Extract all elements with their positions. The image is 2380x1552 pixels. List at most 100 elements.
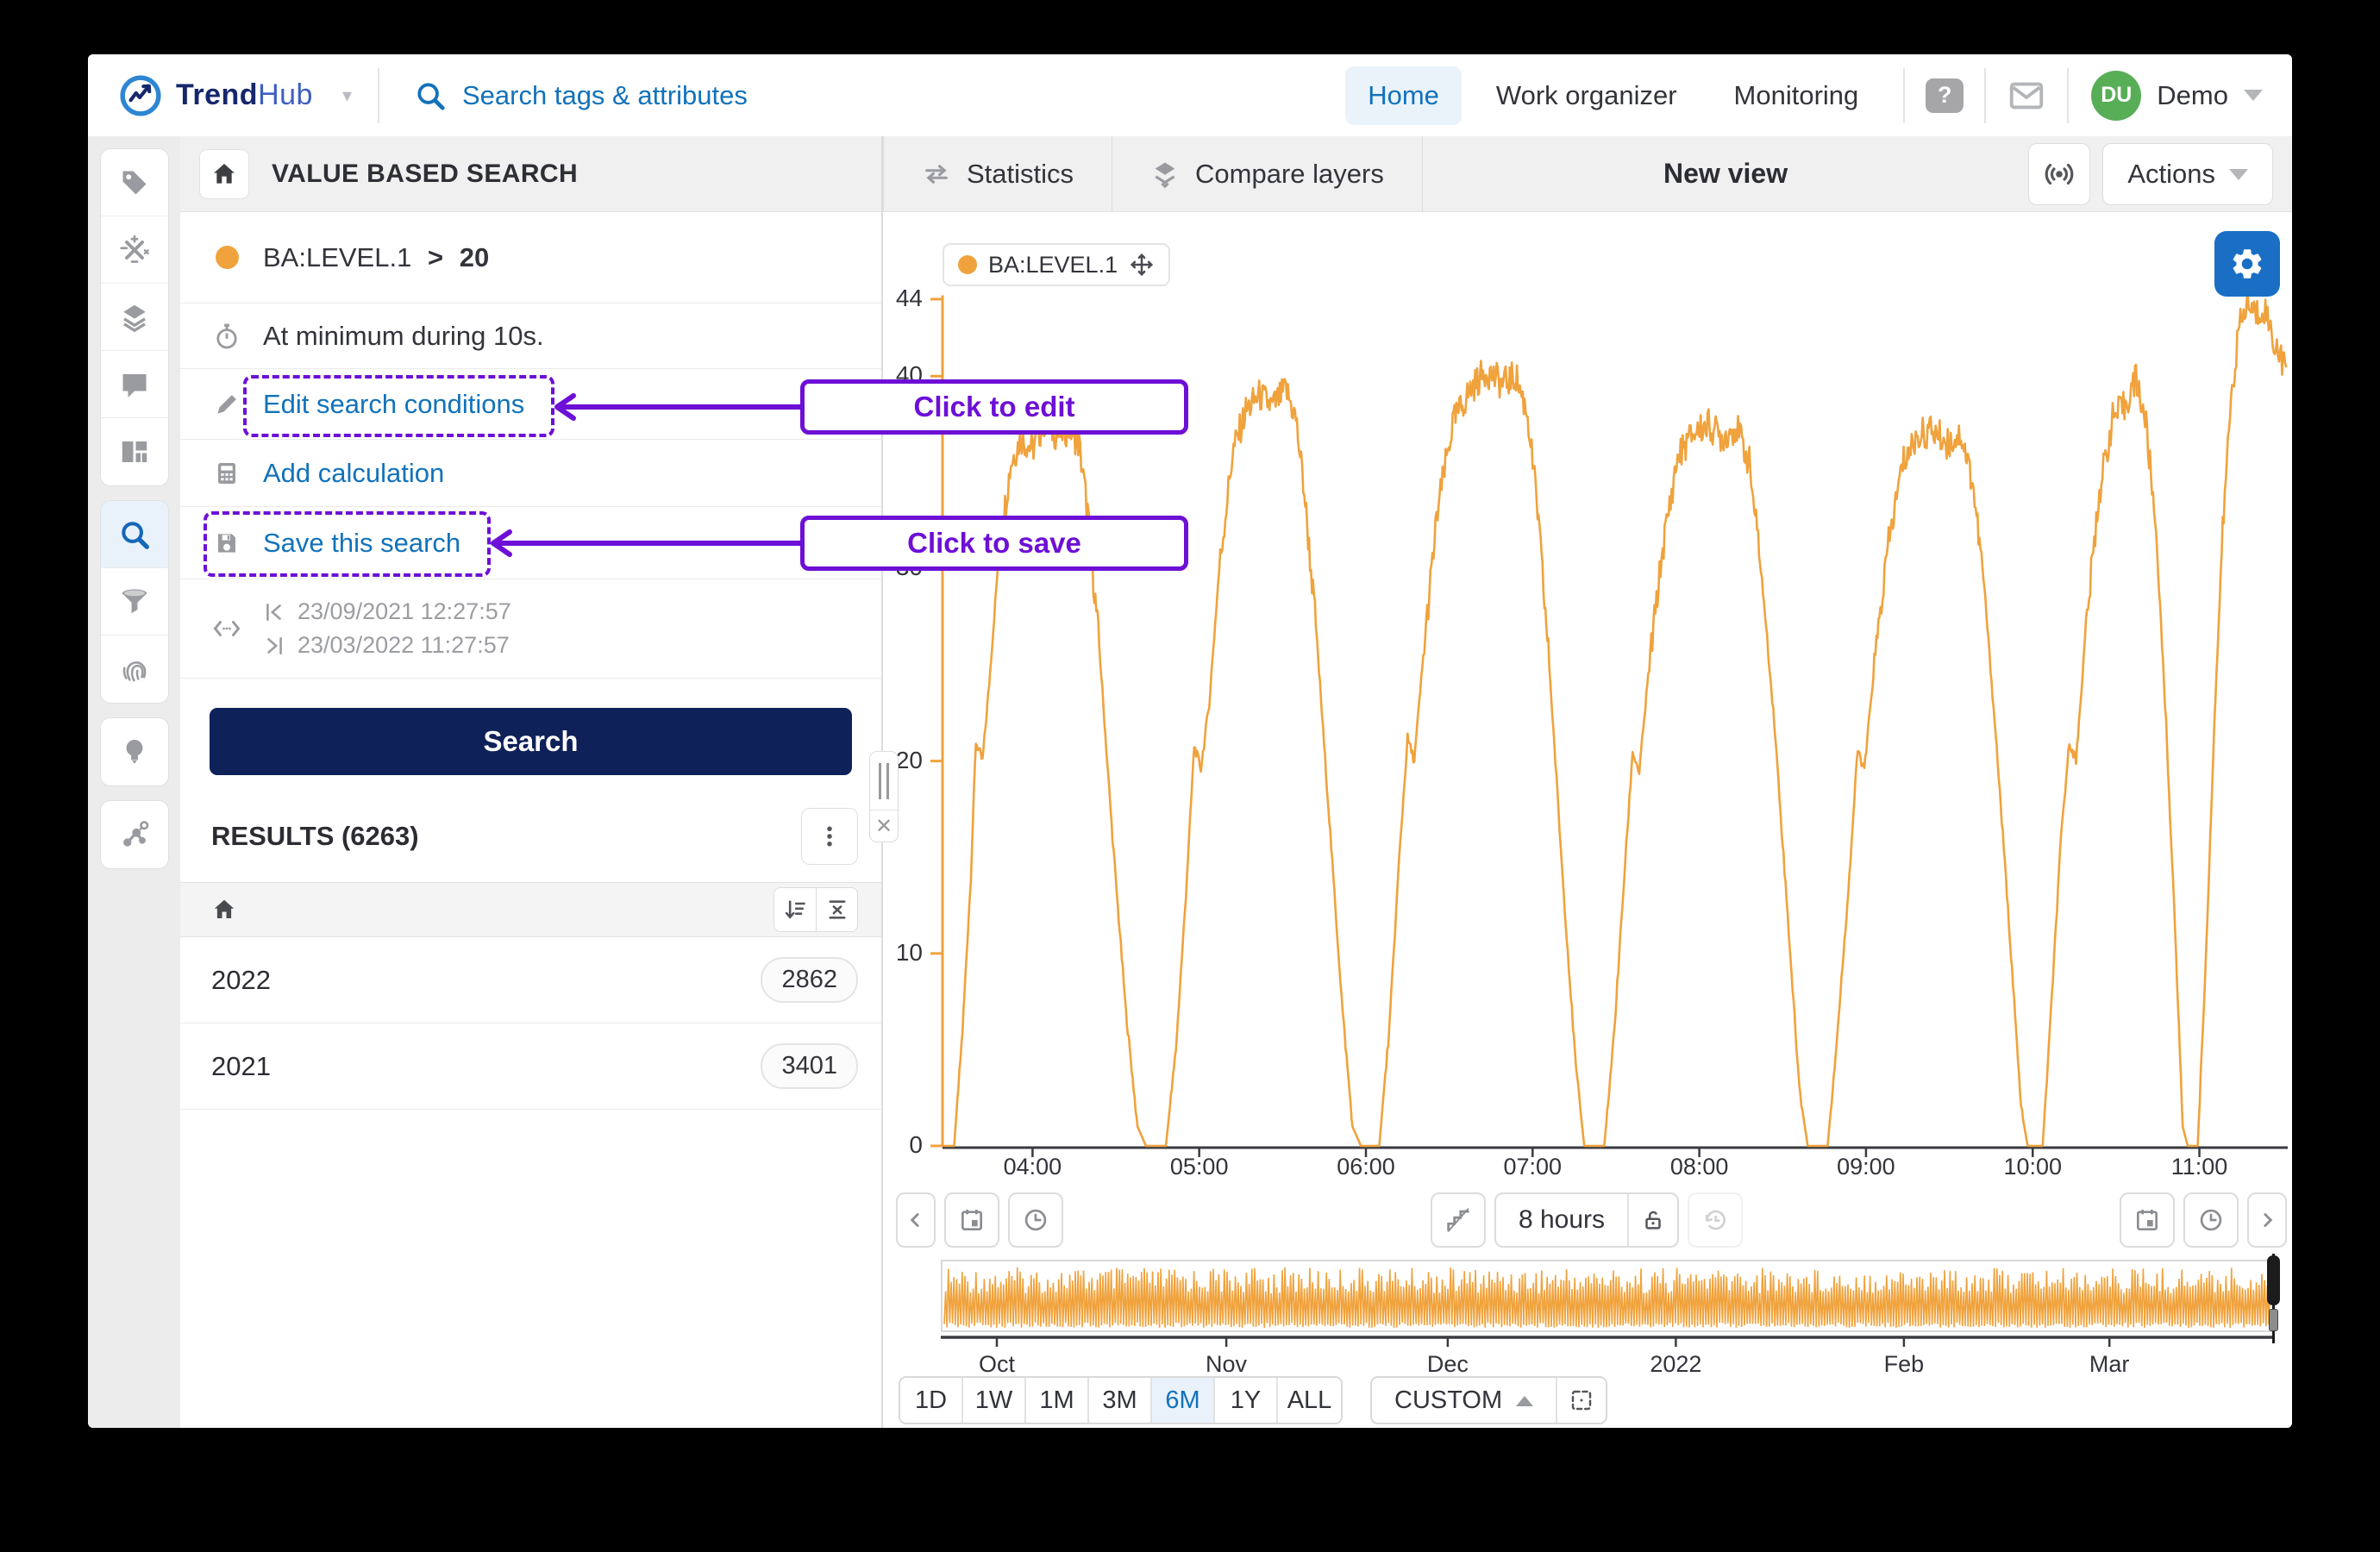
table-row[interactable]: 2021 3401 xyxy=(180,1023,881,1110)
zoom-preset-3m[interactable]: 3M xyxy=(1089,1378,1152,1423)
broadcast-button[interactable] xyxy=(2028,142,2091,205)
trend-chart[interactable] xyxy=(930,288,2289,1161)
divider xyxy=(378,67,379,123)
kebab-icon xyxy=(827,826,832,847)
nav-item-monitoring[interactable]: Monitoring xyxy=(1733,79,1859,110)
sidebar-item-comments[interactable] xyxy=(100,351,168,418)
comment-icon xyxy=(122,373,146,397)
sidebar-item-recommendations[interactable] xyxy=(101,718,168,785)
divider xyxy=(1903,67,1906,123)
sort-button[interactable] xyxy=(774,888,816,931)
pan-left-button[interactable] xyxy=(896,1192,936,1248)
y-axis-tick-label: 20 xyxy=(895,746,923,773)
nav-item-work-organizer[interactable]: Work organizer xyxy=(1495,79,1677,110)
lock-open-icon xyxy=(1645,1211,1661,1230)
custom-chevron-up-icon xyxy=(1516,1387,1534,1406)
tab-compare-layers[interactable]: Compare layers xyxy=(1112,136,1423,211)
sidebar-item-calculations[interactable] xyxy=(100,216,168,284)
table-home-icon[interactable] xyxy=(211,897,237,923)
nav-item-home[interactable]: Home xyxy=(1345,66,1462,125)
search-input[interactable] xyxy=(462,79,911,111)
zoom-bar: 1D 1W 1M 3M 6M 1Y ALL CUSTOM xyxy=(899,1376,1608,1424)
save-icon xyxy=(211,529,242,557)
edit-search-conditions-link[interactable]: Edit search conditions xyxy=(263,388,525,419)
sidebar-item-filters[interactable] xyxy=(100,568,168,635)
legend-chip[interactable]: BA:LEVEL.1 xyxy=(943,243,1171,286)
lock-duration-button[interactable] xyxy=(1627,1194,1677,1246)
zoom-preset-6m[interactable]: 6M xyxy=(1152,1378,1215,1423)
primary-nav: Home Work organizer Monitoring xyxy=(1345,66,1881,125)
end-calendar-button[interactable] xyxy=(2120,1192,2175,1248)
duration-label[interactable]: 8 hours xyxy=(1518,1205,1606,1234)
rail-group-search xyxy=(99,500,169,704)
results-menu-button[interactable] xyxy=(801,808,858,865)
tab-statistics[interactable]: Statistics xyxy=(883,136,1113,211)
x-axis-tick-label: 05:00 xyxy=(1169,1154,1229,1180)
panel-close-icon[interactable]: ✕ xyxy=(874,814,893,838)
time-range-row[interactable]: 23/09/2021 12:27:57 23/03/2022 11:27:57 xyxy=(180,579,881,679)
range-start-icon xyxy=(266,603,281,621)
brand-chevron-down-icon[interactable]: ▾ xyxy=(341,84,352,106)
help-button[interactable]: ? xyxy=(1926,78,1964,113)
table-sort-controls xyxy=(774,887,858,932)
search-button[interactable]: Search xyxy=(210,708,852,775)
sidebar-item-search[interactable] xyxy=(100,501,168,568)
trend-steps-button[interactable] xyxy=(1430,1192,1486,1248)
user-menu[interactable]: DU Demo xyxy=(2091,70,2263,121)
condition-duration-row[interactable]: At minimum during 10s. xyxy=(180,304,881,369)
trend-plot: 0 10 20 30 40 44 04:00 05:00 06:00 07:00 08:00 09:0… xyxy=(883,212,2290,1191)
y-axis-tick-label: 0 xyxy=(909,1131,923,1158)
brand[interactable]: TrendHub ▾ xyxy=(88,66,378,126)
sidebar-item-layers[interactable] xyxy=(100,284,168,351)
calculator-icon xyxy=(211,460,242,487)
zoom-preset-1d[interactable]: 1D xyxy=(900,1378,963,1423)
messages-button[interactable] xyxy=(2007,76,2046,116)
collapse-button[interactable] xyxy=(816,888,857,931)
overview-range-handle[interactable] xyxy=(2266,1254,2280,1343)
start-clock-button[interactable] xyxy=(1008,1192,1063,1248)
panel-home-button[interactable] xyxy=(199,148,249,199)
move-handle-icon[interactable] xyxy=(1129,252,1155,278)
range-start-value: 23/09/2021 12:27:57 xyxy=(298,598,511,624)
range-end-icon xyxy=(267,636,282,654)
start-calendar-button[interactable] xyxy=(944,1192,999,1248)
zoom-preset-all[interactable]: ALL xyxy=(1278,1378,1341,1423)
history-button[interactable] xyxy=(1688,1192,1744,1248)
end-clock-button[interactable] xyxy=(2183,1192,2239,1248)
sidebar-item-tags[interactable] xyxy=(100,149,168,216)
avatar: DU xyxy=(2091,70,2142,121)
zoom-preset-1w[interactable]: 1W xyxy=(963,1378,1026,1423)
zoom-preset-1m[interactable]: 1M xyxy=(1026,1378,1089,1423)
actions-label: Actions xyxy=(2127,158,2215,189)
fit-frame-icon xyxy=(1571,1390,1592,1411)
fingerprint-icon xyxy=(122,661,146,682)
zoom-preset-1y[interactable]: 1Y xyxy=(1215,1378,1278,1423)
fit-view-button[interactable] xyxy=(1556,1378,1606,1423)
chart-settings-button[interactable] xyxy=(2214,231,2280,297)
overview-month-label: Mar xyxy=(2089,1351,2130,1377)
chart-header: Statistics Compare layers New view Actio… xyxy=(883,136,2292,212)
legend-label: BA:LEVEL.1 xyxy=(988,251,1118,278)
actions-button[interactable]: Actions xyxy=(2102,142,2273,205)
overview-waveform xyxy=(943,1267,2271,1329)
condition-tag-row[interactable]: BA:LEVEL.1 > 20 xyxy=(180,212,881,304)
overview-month-label: 2022 xyxy=(1650,1351,1702,1377)
save-this-search-link[interactable]: Save this search xyxy=(263,527,461,558)
panel-splitter[interactable]: ✕ xyxy=(869,751,899,842)
add-calculation-link[interactable]: Add calculation xyxy=(263,457,445,488)
envelope-icon xyxy=(2010,82,2044,109)
lightbulb-icon xyxy=(126,740,142,764)
sidebar-item-machine-learning[interactable] xyxy=(101,801,168,868)
splitter-grip-icon[interactable] xyxy=(870,752,898,810)
series-color-dot xyxy=(211,246,242,269)
sidebar-item-fingerprints[interactable] xyxy=(101,635,168,703)
broadcast-icon xyxy=(2045,163,2074,185)
help-icon: ? xyxy=(1926,78,1964,113)
sidebar-item-dashboards[interactable] xyxy=(101,418,168,485)
search-icon xyxy=(417,82,445,110)
pan-right-button[interactable] xyxy=(2247,1192,2287,1248)
custom-range-button[interactable]: CUSTOM xyxy=(1372,1386,1556,1415)
table-row[interactable]: 2022 2862 xyxy=(180,937,881,1023)
dashboard-icon xyxy=(122,441,147,462)
overview-strip[interactable] xyxy=(941,1260,2275,1332)
